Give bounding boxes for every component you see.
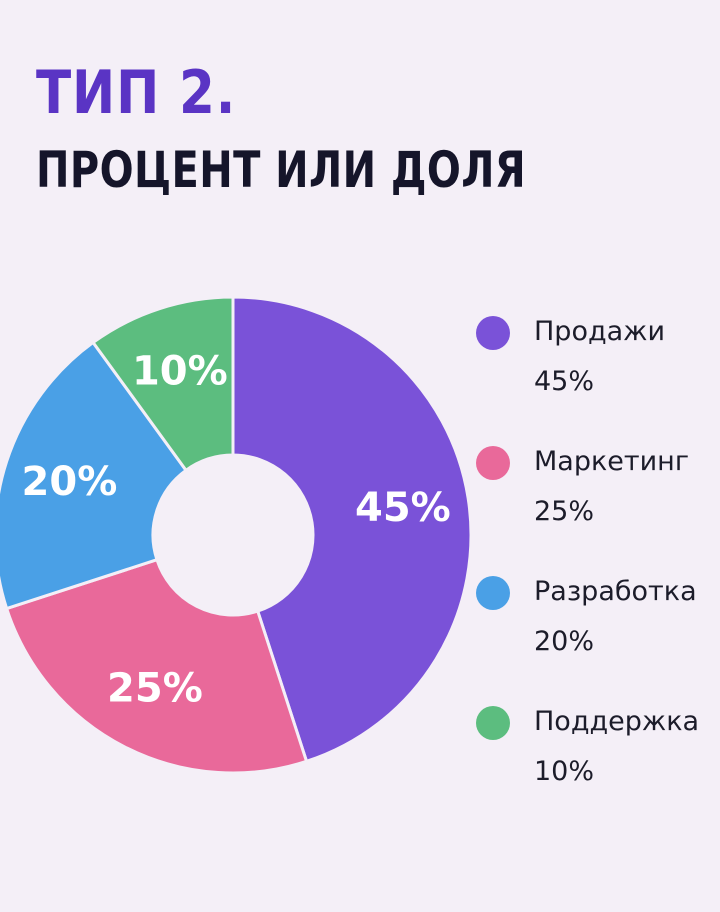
legend-label-marketing: Маркетинг: [534, 446, 690, 477]
donut-hole: [153, 455, 313, 615]
slice-sales: [231, 295, 473, 764]
slice-label-support: 10%: [132, 348, 228, 394]
legend-label-support: Поддержка: [534, 706, 700, 737]
chart-title-type: ТИП 2.: [36, 58, 237, 128]
title-block: ТИП 2. ПРОЦЕНТ ИЛИ ДОЛЯ: [36, 58, 649, 200]
legend-label-sales: Продажи: [534, 316, 666, 347]
chart-title-subtitle: ПРОЦЕНТ ИЛИ ДОЛЯ: [36, 141, 527, 199]
legend-swatch-support: [476, 706, 510, 740]
legend-swatch-development: [476, 576, 510, 610]
slice-label-marketing: 25%: [107, 665, 203, 711]
legend-value-marketing: 25%: [534, 496, 595, 527]
legend-value-support: 10%: [534, 756, 595, 787]
legend-value-sales: 45%: [534, 366, 595, 397]
slice-label-sales: 45%: [355, 485, 451, 531]
legend-value-development: 20%: [534, 626, 595, 657]
legend-swatch-marketing: [476, 446, 510, 480]
legend-label-development: Разработка: [534, 576, 697, 607]
slice-label-development: 20%: [22, 459, 118, 505]
legend-swatch-sales: [476, 316, 510, 350]
